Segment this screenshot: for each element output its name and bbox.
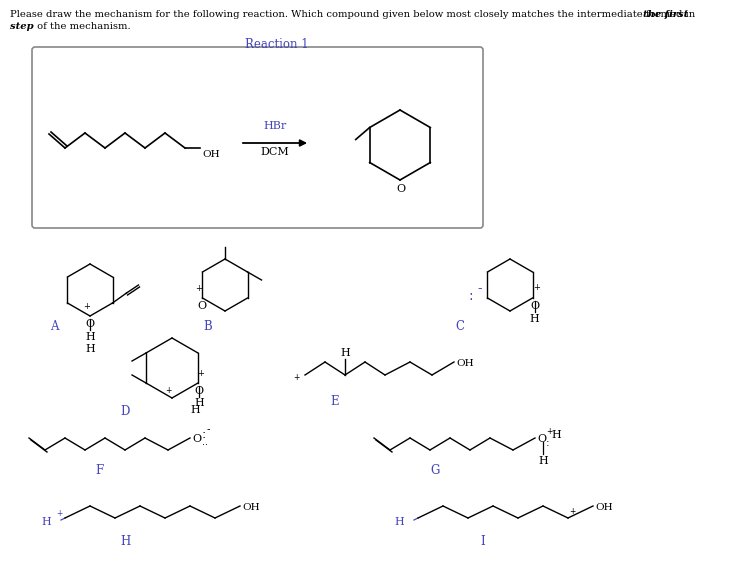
- Text: G: G: [430, 464, 439, 477]
- Text: +: +: [56, 509, 62, 517]
- Text: OH: OH: [456, 359, 473, 368]
- Text: :: :: [202, 428, 206, 441]
- Text: H: H: [120, 535, 130, 548]
- Text: +: +: [533, 283, 540, 292]
- Text: D: D: [120, 405, 129, 418]
- Text: F: F: [95, 464, 103, 477]
- Text: H: H: [394, 517, 404, 527]
- Text: step: step: [10, 22, 34, 31]
- Text: E: E: [330, 395, 339, 408]
- Text: H: H: [551, 430, 561, 440]
- Text: HBr: HBr: [263, 121, 286, 131]
- Text: H: H: [85, 332, 95, 342]
- Text: Reaction 1: Reaction 1: [245, 38, 309, 51]
- Text: O: O: [197, 301, 206, 311]
- Text: +: +: [165, 386, 171, 395]
- Text: O: O: [194, 386, 203, 396]
- Text: O: O: [396, 184, 405, 194]
- Text: C: C: [455, 320, 464, 333]
- Text: H: H: [190, 405, 200, 415]
- Text: H: H: [538, 456, 548, 466]
- Text: B: B: [203, 320, 212, 333]
- Text: I: I: [480, 535, 485, 548]
- Text: O: O: [530, 301, 539, 311]
- Text: of the mechanism.: of the mechanism.: [34, 22, 131, 31]
- Text: H: H: [41, 517, 51, 527]
- Text: OH: OH: [595, 502, 613, 512]
- Text: H: H: [530, 314, 539, 324]
- Text: -: -: [207, 424, 210, 434]
- Text: +: +: [84, 302, 91, 311]
- Text: the first: the first: [643, 10, 688, 19]
- Text: +: +: [568, 506, 575, 516]
- FancyBboxPatch shape: [32, 47, 483, 228]
- Text: :: :: [469, 289, 473, 303]
- Text: H: H: [194, 398, 204, 408]
- Text: H: H: [340, 348, 350, 358]
- Text: OH: OH: [242, 502, 260, 512]
- Text: -: -: [477, 283, 482, 296]
- Text: +: +: [546, 427, 552, 436]
- Text: O: O: [192, 434, 201, 444]
- Text: DCM: DCM: [260, 147, 289, 157]
- Text: +: +: [197, 369, 204, 378]
- Text: +: +: [294, 372, 300, 381]
- Text: A: A: [50, 320, 58, 333]
- Text: O: O: [85, 319, 94, 329]
- Text: +: +: [195, 284, 202, 293]
- Text: Please draw the mechanism for the following reaction. Which compound given below: Please draw the mechanism for the follow…: [10, 10, 699, 19]
- Text: OH: OH: [202, 150, 220, 159]
- Text: :: :: [546, 438, 550, 448]
- Text: O: O: [537, 434, 546, 444]
- Text: ..: ..: [202, 437, 208, 447]
- Text: H: H: [85, 344, 95, 354]
